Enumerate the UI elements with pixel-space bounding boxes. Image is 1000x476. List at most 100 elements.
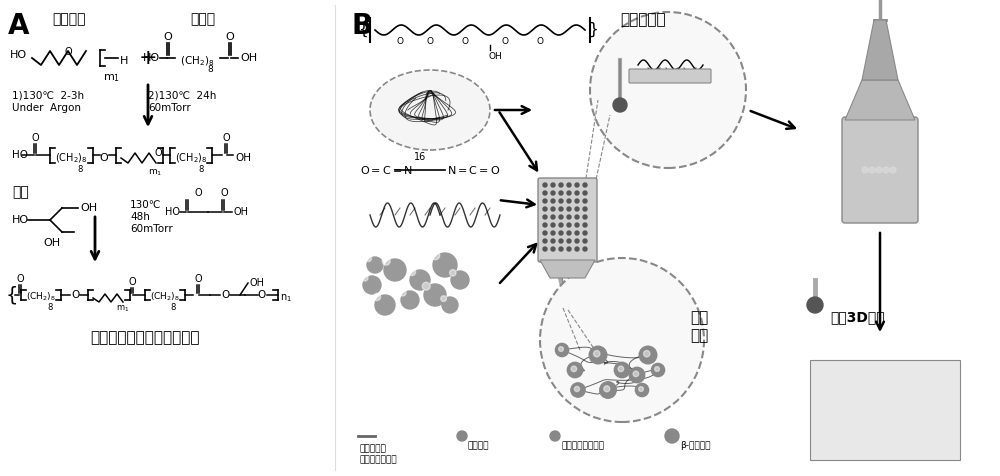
Text: 8: 8 bbox=[198, 165, 204, 174]
Circle shape bbox=[543, 231, 547, 235]
Text: 甸油: 甸油 bbox=[12, 185, 29, 199]
Circle shape bbox=[401, 291, 419, 309]
Circle shape bbox=[644, 350, 650, 357]
Circle shape bbox=[583, 231, 587, 235]
Text: O: O bbox=[462, 38, 468, 47]
Circle shape bbox=[575, 223, 579, 227]
Circle shape bbox=[559, 231, 563, 235]
Text: 130℃: 130℃ bbox=[130, 200, 161, 210]
Text: O: O bbox=[194, 274, 202, 284]
Text: OH: OH bbox=[43, 238, 61, 248]
Text: $\mathregular{\{}$: $\mathregular{\{}$ bbox=[358, 21, 368, 39]
Circle shape bbox=[604, 386, 610, 392]
Circle shape bbox=[551, 247, 555, 251]
Text: $\mathregular{(CH_2)_8}$: $\mathregular{(CH_2)_8}$ bbox=[150, 291, 180, 303]
Circle shape bbox=[807, 297, 823, 313]
Circle shape bbox=[567, 239, 571, 243]
Text: 翥基基团: 翥基基团 bbox=[468, 441, 490, 450]
Circle shape bbox=[559, 183, 563, 187]
Text: O: O bbox=[221, 290, 229, 300]
Circle shape bbox=[876, 167, 882, 173]
Circle shape bbox=[583, 207, 587, 211]
Circle shape bbox=[400, 289, 406, 296]
Text: N$\mathregular{=}$C$\mathregular{=}$O: N$\mathregular{=}$C$\mathregular{=}$O bbox=[447, 164, 501, 176]
Circle shape bbox=[543, 239, 547, 243]
Text: OH: OH bbox=[240, 53, 257, 63]
Circle shape bbox=[559, 223, 563, 227]
Circle shape bbox=[639, 387, 643, 391]
Text: O: O bbox=[64, 47, 72, 57]
Circle shape bbox=[869, 167, 875, 173]
Circle shape bbox=[567, 191, 571, 195]
Circle shape bbox=[540, 258, 704, 422]
Circle shape bbox=[551, 239, 555, 243]
Text: $\mathregular{(CH_2)_8}$: $\mathregular{(CH_2)_8}$ bbox=[180, 54, 214, 68]
Circle shape bbox=[559, 199, 563, 203]
Circle shape bbox=[583, 199, 587, 203]
Circle shape bbox=[366, 256, 371, 261]
Text: O: O bbox=[154, 148, 162, 158]
Text: 室温3D打印: 室温3D打印 bbox=[830, 310, 885, 324]
FancyBboxPatch shape bbox=[842, 117, 918, 223]
Circle shape bbox=[543, 183, 547, 187]
Circle shape bbox=[367, 257, 383, 273]
Circle shape bbox=[567, 247, 571, 251]
Circle shape bbox=[655, 367, 659, 371]
Text: $\mathregular{(CH_2)_8}$: $\mathregular{(CH_2)_8}$ bbox=[55, 151, 87, 165]
Circle shape bbox=[665, 429, 679, 443]
Text: $\mathregular{\{}$: $\mathregular{\{}$ bbox=[5, 284, 17, 306]
Circle shape bbox=[543, 223, 547, 227]
Text: O: O bbox=[71, 290, 79, 300]
Circle shape bbox=[567, 231, 571, 235]
Circle shape bbox=[862, 167, 868, 173]
Circle shape bbox=[559, 239, 563, 243]
Text: HO: HO bbox=[143, 53, 160, 63]
Text: O: O bbox=[31, 133, 39, 143]
Circle shape bbox=[583, 239, 587, 243]
Ellipse shape bbox=[370, 70, 490, 150]
Circle shape bbox=[575, 239, 579, 243]
Circle shape bbox=[567, 199, 571, 203]
Circle shape bbox=[633, 371, 639, 377]
Circle shape bbox=[433, 253, 457, 277]
Text: 聚乙二醇: 聚乙二醇 bbox=[52, 12, 86, 26]
Text: 60mTorr: 60mTorr bbox=[148, 103, 191, 113]
Circle shape bbox=[583, 183, 587, 187]
Circle shape bbox=[639, 346, 657, 364]
Text: $\mathregular{m_1}$: $\mathregular{m_1}$ bbox=[116, 303, 130, 314]
Circle shape bbox=[890, 167, 896, 173]
Text: +: + bbox=[139, 48, 157, 68]
Circle shape bbox=[543, 191, 547, 195]
FancyBboxPatch shape bbox=[629, 69, 711, 83]
FancyBboxPatch shape bbox=[810, 360, 960, 460]
Circle shape bbox=[567, 362, 583, 377]
Text: O: O bbox=[226, 32, 234, 42]
Circle shape bbox=[583, 215, 587, 219]
Circle shape bbox=[651, 363, 665, 377]
Circle shape bbox=[550, 431, 560, 441]
Text: $\mathregular{m_1}$: $\mathregular{m_1}$ bbox=[148, 168, 162, 178]
Text: O: O bbox=[100, 153, 108, 163]
Circle shape bbox=[450, 269, 456, 276]
Circle shape bbox=[613, 98, 627, 112]
Circle shape bbox=[571, 366, 577, 372]
Polygon shape bbox=[862, 20, 898, 80]
Text: OH: OH bbox=[250, 278, 265, 288]
Circle shape bbox=[559, 347, 563, 351]
Text: 六亚甲基异氰酸酯: 六亚甲基异氰酸酯 bbox=[561, 441, 604, 450]
FancyBboxPatch shape bbox=[538, 178, 597, 262]
Text: 16: 16 bbox=[414, 152, 426, 162]
Text: HO: HO bbox=[12, 150, 28, 160]
Circle shape bbox=[629, 367, 645, 383]
Circle shape bbox=[555, 343, 569, 357]
Circle shape bbox=[575, 215, 579, 219]
Text: OH: OH bbox=[235, 153, 251, 163]
Text: O: O bbox=[396, 38, 404, 47]
Circle shape bbox=[589, 346, 607, 364]
Circle shape bbox=[594, 350, 600, 357]
Circle shape bbox=[457, 431, 467, 441]
Text: 聚乙二醇化
聚癸二酸甸油酯: 聚乙二醇化 聚癸二酸甸油酯 bbox=[360, 444, 398, 464]
Text: OH: OH bbox=[80, 203, 97, 213]
Circle shape bbox=[575, 191, 579, 195]
Circle shape bbox=[614, 362, 630, 377]
